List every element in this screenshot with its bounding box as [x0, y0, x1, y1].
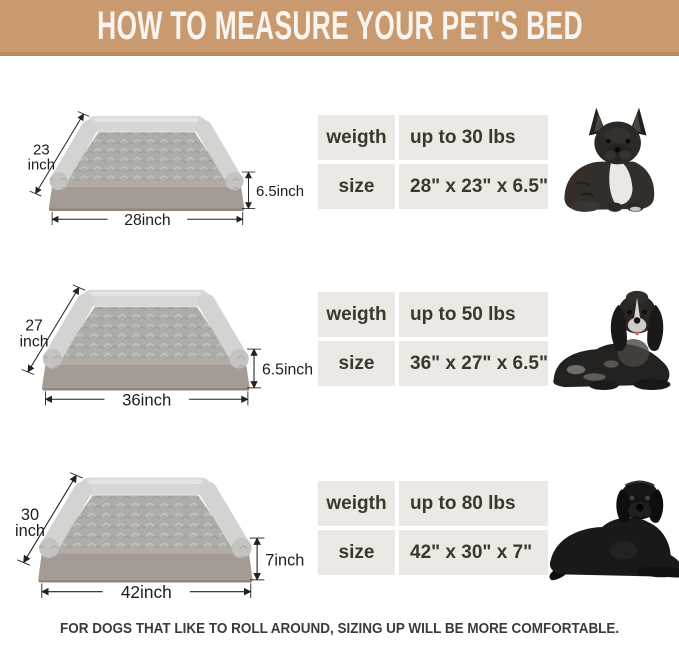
french-bulldog-photo	[563, 107, 654, 212]
width-dimension-label: 28inch	[124, 212, 170, 229]
spec-table-zone-large: weigth up to 80 lbs size 42" x 30" x 7"	[318, 481, 548, 575]
dimension-lines	[17, 471, 265, 598]
weight-label-cell: weigth	[318, 115, 395, 160]
dimension-lines	[29, 110, 256, 225]
bed-illustration	[41, 289, 250, 391]
weight-value-cell: up to 30 lbs	[399, 115, 548, 160]
size-row-large: 30 inch 42inch 7inch weigth up to 80 lbs…	[0, 428, 679, 614]
depth-value-label: 30	[21, 505, 39, 523]
spec-table-zone-medium: weigth up to 50 lbs size 36" x 27" x 6.5…	[318, 292, 548, 386]
depth-value-label: 27	[25, 318, 43, 335]
cocker-spaniel-photo	[552, 290, 670, 390]
size-label-cell: size	[318, 164, 395, 209]
footer-note-bar: FOR DOGS THAT LIKE TO ROLL AROUND, SIZIN…	[0, 614, 679, 657]
dog-photo-zone-large	[546, 468, 679, 589]
black-labrador-photo	[549, 480, 679, 580]
bed-illustration	[38, 477, 253, 583]
dimension-lines	[21, 284, 262, 406]
spec-table-small: weigth up to 30 lbs size 28" x 23" x 6.5…	[318, 115, 548, 209]
height-dimension-label: 6.5inch	[256, 184, 304, 200]
height-dimension-label: 7inch	[265, 551, 304, 569]
width-dimension-label: 42inch	[121, 582, 172, 602]
depth-unit-label: inch	[28, 157, 55, 173]
dog-photo-zone-medium	[546, 277, 679, 402]
depth-unit-label: inch	[15, 522, 45, 540]
bed-diagram-zone-small: 23 inch 28inch 6.5inch	[0, 90, 318, 235]
size-value-cell: 36" x 27" x 6.5"	[399, 341, 548, 386]
dog-photo-zone-small	[546, 102, 679, 223]
depth-value-label: 23	[33, 142, 50, 158]
spec-table-medium: weigth up to 50 lbs size 36" x 27" x 6.5…	[318, 292, 548, 386]
size-row-medium: 27 inch 36inch 6.5inch weigth up to 50 l…	[0, 242, 679, 428]
width-dimension-label: 36inch	[122, 390, 171, 409]
size-value-cell: 42" x 30" x 7"	[399, 530, 548, 575]
size-value-cell: 28" x 23" x 6.5"	[399, 164, 548, 209]
bed-illustration	[48, 115, 245, 211]
size-label-cell: size	[318, 341, 395, 386]
bed-diagram-zone-medium: 27 inch 36inch 6.5inch	[0, 262, 318, 416]
bed-diagram-medium: 27 inch 36inch 6.5inch	[20, 284, 313, 409]
bed-diagram-zone-large: 30 inch 42inch 7inch	[0, 448, 318, 609]
bed-diagram-large: 30 inch 42inch 7inch	[15, 471, 304, 602]
size-row-small: 23 inch 28inch 6.5inch weigth up to 30 l…	[0, 56, 679, 242]
spec-table-large: weigth up to 80 lbs size 42" x 30" x 7"	[318, 481, 548, 575]
weight-value-cell: up to 50 lbs	[399, 292, 548, 337]
spec-table-zone-small: weigth up to 30 lbs size 28" x 23" x 6.5…	[318, 115, 548, 209]
header-banner: HOW TO MEASURE YOUR PET'S BED	[0, 0, 679, 56]
bed-diagram-small: 23 inch 28inch 6.5inch	[28, 110, 304, 229]
page-title: HOW TO MEASURE YOUR PET'S BED	[96, 3, 583, 48]
weight-value-cell: up to 80 lbs	[399, 481, 548, 526]
depth-unit-label: inch	[20, 333, 49, 350]
weight-label-cell: weigth	[318, 481, 395, 526]
weight-label-cell: weigth	[318, 292, 395, 337]
footer-note: FOR DOGS THAT LIKE TO ROLL AROUND, SIZIN…	[59, 621, 620, 637]
height-dimension-label: 6.5inch	[262, 362, 313, 379]
size-label-cell: size	[318, 530, 395, 575]
